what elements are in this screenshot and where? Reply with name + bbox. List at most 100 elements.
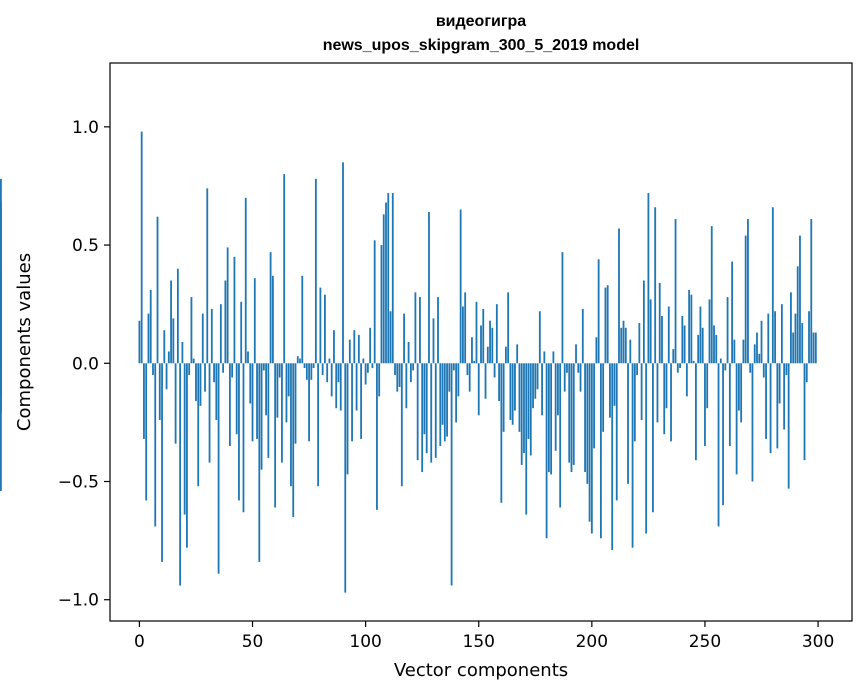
bar-182 bbox=[550, 363, 553, 475]
bar-143 bbox=[462, 306, 464, 364]
bar-285 bbox=[783, 363, 786, 430]
bar-221 bbox=[638, 323, 641, 364]
bar-261 bbox=[728, 363, 731, 447]
bar-179 bbox=[543, 351, 546, 364]
bar-99 bbox=[362, 358, 365, 364]
bar-295 bbox=[805, 363, 808, 383]
y-tick-label-1: 0.5 bbox=[72, 236, 99, 256]
bar-17 bbox=[176, 268, 179, 364]
bar-245 bbox=[692, 360, 695, 364]
bar-274 bbox=[758, 353, 761, 364]
bar-75 bbox=[308, 363, 310, 442]
bar-197 bbox=[584, 363, 586, 473]
bar-127 bbox=[425, 363, 428, 454]
bar-44 bbox=[238, 363, 240, 501]
bar-138 bbox=[450, 363, 453, 586]
bar-204 bbox=[599, 363, 602, 539]
bar-291 bbox=[796, 266, 799, 364]
bar-238 bbox=[676, 363, 679, 373]
bar-189 bbox=[566, 363, 568, 373]
bar-106 bbox=[378, 363, 381, 397]
bar-275 bbox=[760, 320, 763, 364]
bar-41 bbox=[231, 363, 234, 378]
y-tick-label-4: −1.0 bbox=[58, 591, 99, 611]
bar-234 bbox=[667, 306, 670, 364]
bar-193 bbox=[575, 344, 577, 364]
y-tick-label-0: 1.0 bbox=[72, 118, 99, 138]
bar-168 bbox=[518, 363, 521, 432]
bar-97 bbox=[357, 334, 360, 364]
bar-139 bbox=[452, 363, 455, 371]
bar-203 bbox=[597, 259, 600, 364]
bar-71 bbox=[299, 358, 301, 364]
bar-65 bbox=[285, 363, 288, 423]
bar-194 bbox=[577, 363, 580, 373]
bar-123 bbox=[416, 363, 419, 461]
chart-title-line2: news_upos_skipgram_300_5_2019 model bbox=[323, 37, 640, 54]
chart-title-line1: видеогигра bbox=[436, 13, 526, 30]
bar-228 bbox=[654, 207, 657, 364]
bar-154 bbox=[486, 346, 489, 364]
bar-89 bbox=[339, 363, 342, 411]
bar-213 bbox=[620, 327, 623, 364]
bar-9 bbox=[158, 363, 161, 421]
bar-199 bbox=[588, 363, 591, 522]
bar-126 bbox=[423, 363, 426, 435]
bar-287 bbox=[787, 363, 790, 489]
bar-246 bbox=[695, 363, 697, 461]
bar-57 bbox=[267, 363, 270, 458]
bar-148 bbox=[473, 360, 476, 364]
bar-147 bbox=[471, 337, 473, 364]
bar-25 bbox=[195, 363, 197, 402]
bar-107 bbox=[380, 245, 383, 364]
bar-72 bbox=[301, 275, 304, 364]
bar-288 bbox=[790, 292, 792, 364]
bar-280 bbox=[771, 207, 774, 364]
bar-201 bbox=[593, 363, 596, 449]
bar-68 bbox=[292, 363, 295, 517]
bar-128 bbox=[428, 211, 430, 364]
bar-69 bbox=[294, 363, 297, 444]
bar-282 bbox=[776, 363, 779, 449]
bar-73 bbox=[303, 363, 306, 369]
bar-188 bbox=[563, 363, 566, 392]
bar-91 bbox=[344, 363, 347, 593]
bar-222 bbox=[640, 363, 643, 421]
bar-124 bbox=[419, 297, 421, 364]
bar-140 bbox=[455, 363, 458, 423]
bar-292 bbox=[799, 235, 801, 364]
bar-185 bbox=[557, 363, 559, 416]
x-tick-label-50: 50 bbox=[242, 632, 264, 652]
bar-176 bbox=[536, 363, 539, 390]
bar-116 bbox=[400, 363, 403, 487]
bar-172 bbox=[527, 363, 530, 439]
bar-289 bbox=[792, 332, 795, 364]
bar-237 bbox=[674, 219, 677, 364]
bar-35 bbox=[217, 363, 220, 574]
bar-12 bbox=[165, 363, 168, 390]
bar-276 bbox=[762, 363, 765, 378]
bar-155 bbox=[489, 320, 491, 364]
bar-218 bbox=[631, 363, 634, 548]
bar-158 bbox=[495, 304, 498, 364]
bar-240 bbox=[681, 315, 684, 364]
bar-15 bbox=[172, 318, 175, 364]
bar-260 bbox=[726, 297, 729, 364]
bar-196 bbox=[581, 308, 584, 364]
bar-129 bbox=[430, 363, 433, 463]
bar-265 bbox=[737, 363, 740, 411]
bar-266 bbox=[740, 363, 743, 423]
bar-21 bbox=[186, 363, 188, 548]
bar-18 bbox=[179, 363, 182, 586]
bar-67 bbox=[290, 363, 292, 487]
bar-142 bbox=[459, 209, 462, 364]
bar-173 bbox=[529, 363, 532, 456]
bar-271 bbox=[751, 363, 754, 482]
bar-210 bbox=[613, 363, 616, 406]
bar-286 bbox=[785, 363, 788, 376]
bar-series bbox=[0, 131, 817, 593]
bar-136 bbox=[446, 363, 448, 437]
bar-86 bbox=[333, 330, 335, 364]
bar-117 bbox=[403, 313, 405, 364]
bar-121 bbox=[412, 363, 415, 371]
